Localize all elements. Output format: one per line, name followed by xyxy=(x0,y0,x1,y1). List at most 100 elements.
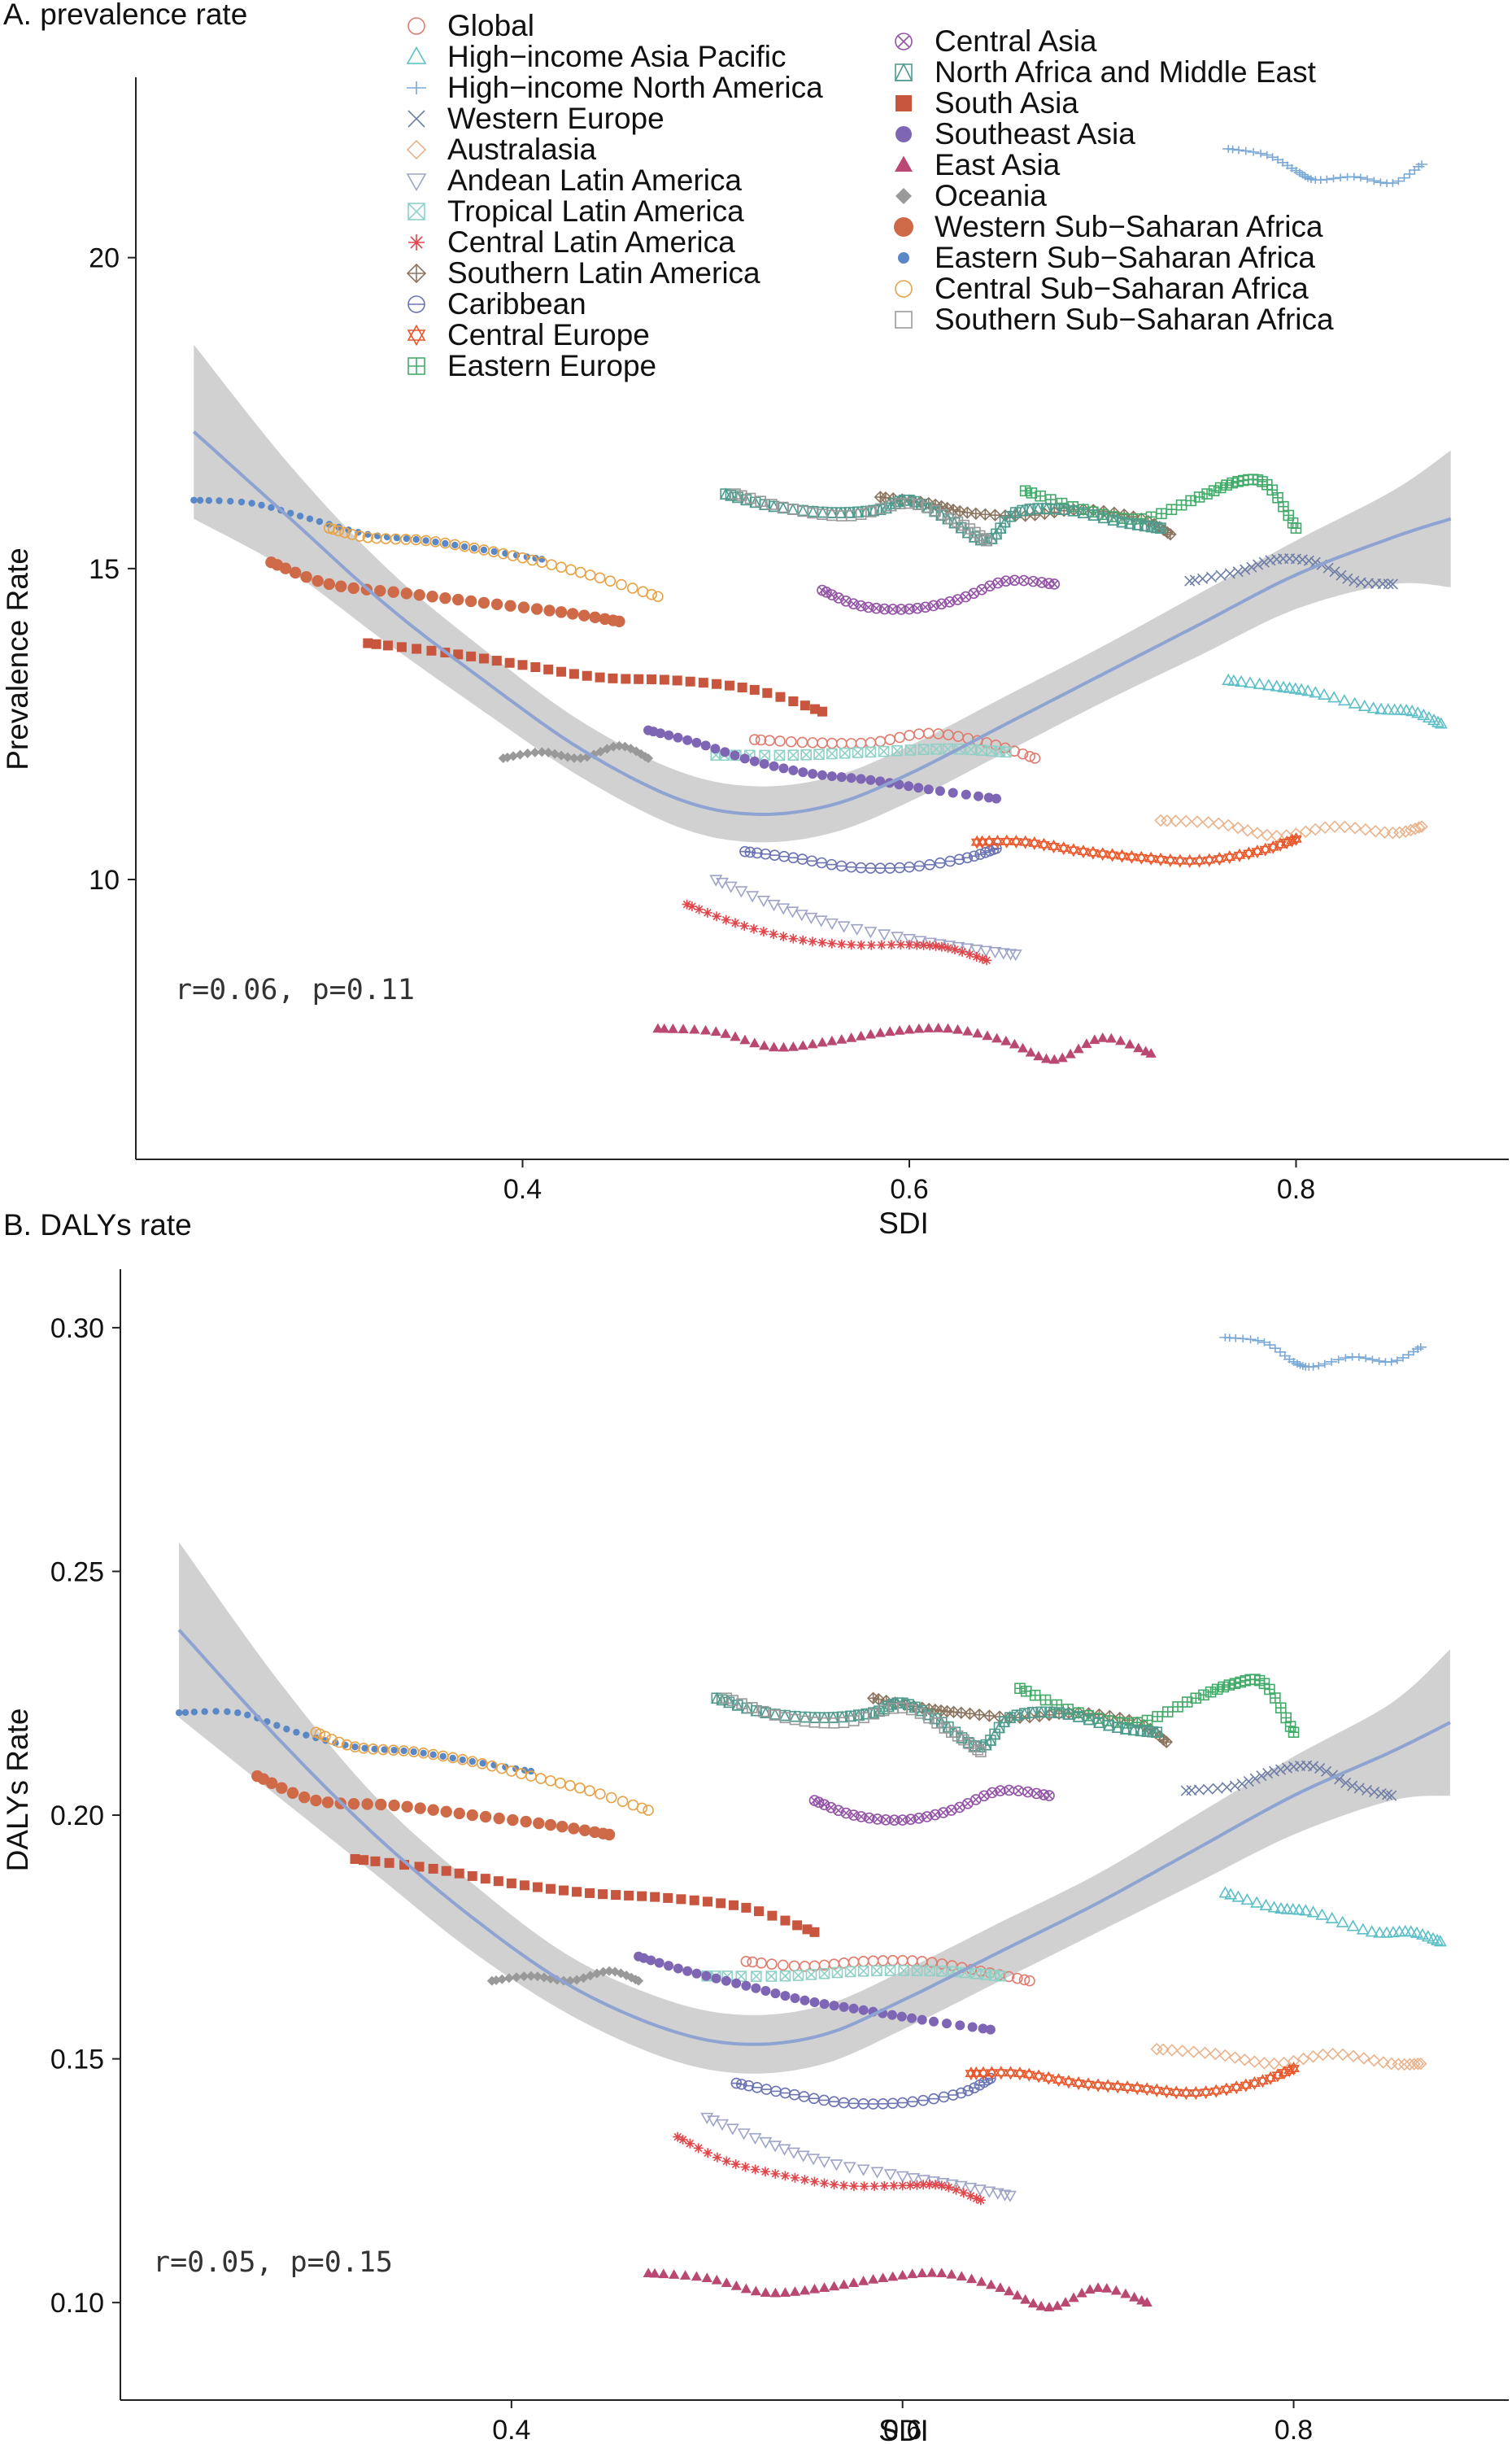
panel-b-point-central-sub-saharan-africa-33 xyxy=(617,1796,629,1807)
panel-a-point-north-africa-and-middle-east-54 xyxy=(1116,515,1128,528)
panel-a-point-andean-latin-america-3 xyxy=(734,886,748,898)
panel-b-point-high-income-asia-pacific-0 xyxy=(1218,1886,1232,1898)
panel-b-point-western-sub-saharan-africa-19 xyxy=(479,1810,492,1823)
panel-b-point-oceania-24 xyxy=(634,1975,644,1986)
panel-b-point-southeast-asia-19 xyxy=(809,1997,820,2008)
legend-symbol-southeast-asia xyxy=(895,126,912,142)
panel-b-point-south-asia-18 xyxy=(585,1888,595,1898)
legend-item-tropical-latin-america: Tropical Latin America xyxy=(407,194,744,228)
panel-a-point-east-asia-41 xyxy=(1040,1053,1052,1063)
panel-a-point-south-asia-16 xyxy=(569,669,579,679)
panel-a-point-southeast-asia-6 xyxy=(691,737,702,748)
panel-a-point-central-sub-saharan-africa-4 xyxy=(346,529,358,540)
panel-b-point-australasia-21 xyxy=(1357,2052,1370,2065)
panel-a-point-south-asia-27 xyxy=(711,679,721,689)
panel-b-trend-line xyxy=(177,1629,1451,2046)
panel-a-point-high-income-asia-pacific-13 xyxy=(1318,687,1331,700)
panel-a-point-high-income-north-america-36 xyxy=(1415,160,1428,168)
panel-a-point-global-16 xyxy=(904,730,915,741)
panel-a-point-andean-latin-america-1 xyxy=(716,877,729,889)
panel-b-point-central-sub-saharan-africa-26 xyxy=(545,1775,556,1787)
panel-b-point-central-latin-america-17 xyxy=(829,2180,839,2190)
panel-a-point-australasia-19 xyxy=(1338,820,1352,834)
panel-a-point-south-asia-14 xyxy=(543,664,554,674)
panel-b-point-tropical-latin-america-17 xyxy=(924,1965,935,1977)
panel-a-point-australasia-28 xyxy=(1409,822,1422,836)
panel-b-point-south-asia-10 xyxy=(480,1874,490,1884)
panel-a-point-andean-latin-america-30 xyxy=(1009,949,1022,962)
panel-b-point-eastern-sub-saharan-africa-29 xyxy=(459,1756,466,1764)
panel-b-point-southeast-asia-29 xyxy=(907,2013,917,2023)
panel-a-point-north-africa-and-middle-east-7 xyxy=(777,501,790,514)
panel-a-point-central-asia-1 xyxy=(821,587,832,598)
panel-a-point-south-asia-32 xyxy=(775,692,786,702)
panel-a-point-central-europe-17 xyxy=(1126,849,1138,864)
panel-a-point-central-latin-america-11 xyxy=(778,932,789,942)
panel-b-point-southern-sub-saharan-africa-5 xyxy=(769,1709,781,1721)
panel-b-series-central-asia xyxy=(808,1784,1055,1826)
panel-a-point-east-asia-37 xyxy=(1009,1038,1021,1049)
panel-b-point-high-income-asia-pacific-4 xyxy=(1250,1896,1264,1908)
panel-b-point-high-income-north-america-7 xyxy=(1264,1341,1276,1349)
panel-b-point-eastern-europe-19 xyxy=(1198,1689,1209,1701)
panel-b-point-southern-sub-saharan-africa-29 xyxy=(972,1744,984,1756)
panel-b-point-south-asia-32 xyxy=(767,1910,778,1921)
legend-label-central-sub-saharan-africa: Central Sub−Saharan Africa xyxy=(935,272,1309,305)
panel-a-point-central-europe-19 xyxy=(1144,851,1157,866)
panel-b-point-east-asia-52 xyxy=(1129,2292,1140,2302)
panel-b-point-eastern-europe-15 xyxy=(1161,1706,1174,1717)
panel-b-point-central-asia-1 xyxy=(813,1796,825,1808)
panel-a-point-south-asia-1 xyxy=(371,639,381,649)
panel-a-ticks: 0.4 0.6 0.8 10 15 20 xyxy=(89,243,1315,1205)
panel-b-point-eastern-europe-31 xyxy=(1264,1683,1275,1696)
panel-a-point-central-europe-15 xyxy=(1106,848,1118,862)
panel-b-point-australasia-9 xyxy=(1238,2053,1252,2066)
panel-a-point-global-9 xyxy=(835,738,848,749)
panel-b-point-high-income-north-america-26 xyxy=(1359,1354,1372,1363)
panel-b-point-caribbean-20 xyxy=(917,2094,929,2106)
panel-b-point-central-latin-america-13 xyxy=(790,2172,800,2183)
panel-b-point-central-latin-america-10 xyxy=(760,2167,770,2177)
panel-a-point-western-europe-29 xyxy=(1383,578,1394,590)
panel-b-point-high-income-asia-pacific-1 xyxy=(1224,1888,1238,1900)
panel-a-point-australasia-21 xyxy=(1359,823,1372,836)
panel-b-point-central-europe-29 xyxy=(1240,2078,1253,2093)
panel-b-point-western-sub-saharan-africa-9 xyxy=(347,1797,360,1810)
panel-b-trend-path xyxy=(177,1629,1451,2046)
panel-b-point-western-sub-saharan-africa-3 xyxy=(276,1782,288,1794)
panel-b-point-central-sub-saharan-africa-3 xyxy=(326,1733,338,1745)
panel-b-point-global-13 xyxy=(867,1955,879,1967)
panel-a-point-southeast-asia-30 xyxy=(923,784,934,795)
panel-a-series-high-income-north-america xyxy=(1222,145,1428,188)
panel-b-point-southern-sub-saharan-africa-24 xyxy=(945,1726,957,1738)
panel-b-point-central-europe-10 xyxy=(1052,2073,1065,2088)
panel-a-point-high-income-north-america-14 xyxy=(1296,170,1309,179)
panel-a-point-east-asia-29 xyxy=(933,1023,944,1032)
panel-a-point-south-asia-5 xyxy=(426,645,437,656)
panel-b-point-australasia-30 xyxy=(1414,2057,1427,2071)
panel-a-point-southern-sub-saharan-africa-23 xyxy=(945,513,956,525)
panel-b-point-east-asia-1 xyxy=(649,2267,660,2278)
panel-b-point-east-asia-36 xyxy=(995,2282,1006,2292)
panel-a-point-high-income-north-america-1 xyxy=(1227,145,1239,154)
panel-b-point-tropical-latin-america-24 xyxy=(995,1970,1006,1982)
panel-a-point-eastern-sub-saharan-africa-31 xyxy=(490,548,498,556)
panel-b-point-western-sub-saharan-africa-18 xyxy=(466,1809,478,1822)
panel-b-series-central-latin-america xyxy=(673,2132,986,2206)
panel-b-point-western-sub-saharan-africa-13 xyxy=(401,1800,413,1813)
panel-b-point-north-africa-and-middle-east-41 xyxy=(998,1715,1010,1728)
legend-label-central-asia: Central Asia xyxy=(935,24,1097,58)
panel-a-point-central-sub-saharan-africa-5 xyxy=(354,530,366,542)
panel-a-point-oceania-2 xyxy=(508,751,519,762)
panel-b-point-east-asia-24 xyxy=(878,2272,889,2283)
panel-b-point-north-africa-and-middle-east-47 xyxy=(1044,1705,1057,1718)
panel-b-point-central-latin-america-2 xyxy=(685,2138,695,2149)
panel-a-point-high-income-north-america-2 xyxy=(1232,146,1245,155)
panel-a-point-east-asia-2 xyxy=(667,1023,679,1033)
panel-b-point-high-income-north-america-18 xyxy=(1307,1363,1319,1371)
panel-b-point-south-asia-6 xyxy=(428,1863,438,1874)
panel-a-point-central-europe-7 xyxy=(1028,836,1041,850)
legend-symbol-high-income-north-america xyxy=(407,81,426,94)
panel-a-point-high-income-north-america-15 xyxy=(1299,172,1311,181)
panel-a-point-east-asia-3 xyxy=(678,1023,689,1033)
